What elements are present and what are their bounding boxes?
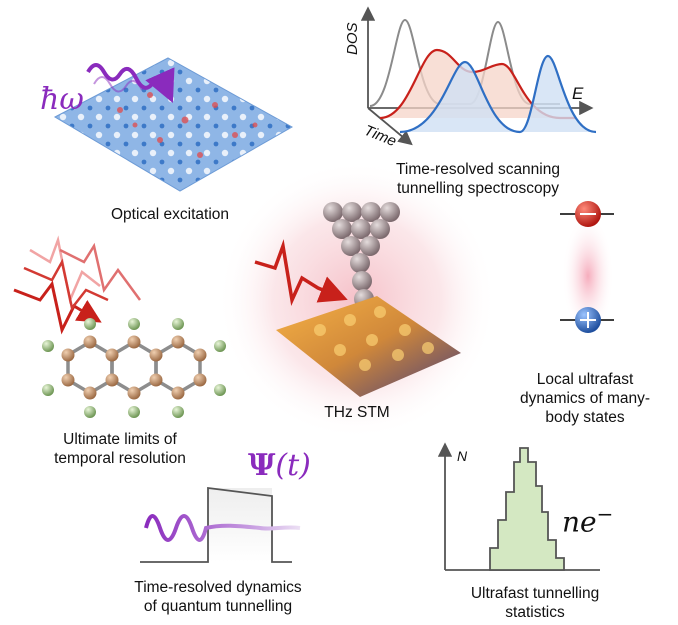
thz-stm-panel: [217, 160, 497, 440]
temporal-caption-line2: temporal resolution: [54, 450, 186, 467]
statistics-caption-line1: Ultrafast tunnelling: [470, 585, 600, 602]
psi-formula: Ψ(t): [248, 448, 311, 483]
energy-axis-label: E: [572, 84, 584, 103]
psi-symbol: Ψ: [248, 448, 276, 483]
trsts-caption-line2: tunnelling spectroscopy: [397, 180, 559, 197]
statistics-panel: [437, 442, 600, 571]
trsts-caption: Time-resolved scanning tunnelling spectr…: [368, 160, 588, 198]
manybody-caption-line3: body states: [545, 409, 625, 426]
ne-superscript: −: [596, 502, 614, 526]
quantum-caption-line2: of quantum tunnelling: [143, 598, 293, 615]
manybody-caption-line2: dynamics of many-: [519, 390, 651, 407]
barrier-outline: [140, 486, 292, 563]
psi-argument: (t): [275, 448, 311, 483]
ne-text: ne: [562, 505, 597, 539]
stm-tip: [323, 202, 400, 309]
temporal-caption: Ultimate limits of temporal resolution: [20, 430, 220, 468]
hbar-omega-label: ħω: [40, 82, 84, 117]
quantum-panel: [140, 486, 301, 563]
hydrogen-atoms: [42, 318, 226, 418]
photon-wave-echo: [93, 76, 143, 93]
ne-label: ne−: [562, 502, 613, 538]
time-axis: [367, 107, 413, 146]
manybody-caption: Local ultrafast dynamics of many- body s…: [500, 370, 670, 427]
statistics-caption: Ultrafast tunnelling statistics: [440, 584, 630, 622]
manybody-caption-line1: Local ultrafast: [536, 371, 634, 388]
pink-glow: [562, 214, 614, 338]
pulse-main: [13, 280, 102, 335]
histogram: [489, 447, 565, 571]
dos-axis-label: DOS: [344, 22, 361, 55]
trsts-caption-line1: Time-resolved scanning: [396, 161, 560, 178]
photon-wave: [86, 63, 175, 103]
molecule: [66, 339, 202, 396]
thz-pulse: [254, 239, 348, 306]
pulse-light-2: [59, 242, 142, 301]
temporal-panel: [13, 235, 226, 418]
optical-excitation-panel: [53, 57, 294, 192]
dos-curve-blue: [399, 54, 597, 134]
thz-stm-caption: THz STM: [324, 404, 390, 421]
optical-caption: Optical excitation: [110, 206, 230, 223]
sample-surface: [276, 296, 461, 397]
temporal-caption-line1: Ultimate limits of: [63, 431, 177, 448]
manybody-panel: [560, 201, 614, 338]
lattice-surface: [53, 57, 294, 192]
pulse-main-2: [23, 258, 109, 311]
trsts-panel: [360, 6, 597, 146]
carbon-atoms: [61, 335, 207, 400]
quantum-caption: Time-resolved dynamics of quantum tunnel…: [118, 578, 318, 616]
statistics-caption-line2: statistics: [505, 604, 565, 621]
n-axis-label: N: [457, 448, 468, 464]
quantum-caption-line1: Time-resolved dynamics: [134, 579, 302, 596]
wavefunction: [144, 514, 301, 542]
surface-bumps: [314, 306, 434, 371]
